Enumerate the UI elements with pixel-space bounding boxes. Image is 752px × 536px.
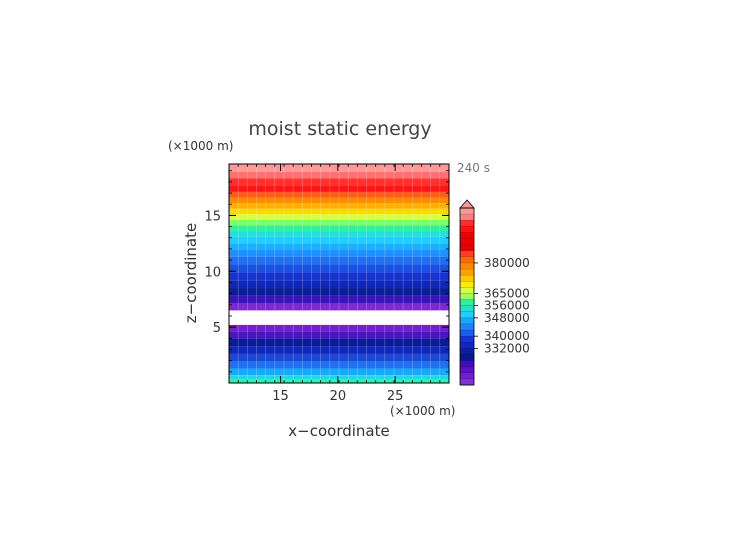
colorbar-cell-0 [460,208,474,215]
x-tick-label-25: 25 [387,389,404,404]
x-axis-label: x−coordinate [288,422,389,440]
contour-band-24 [229,338,449,347]
contour-band-5 [229,197,449,204]
contour-band-12 [229,236,449,244]
contour-band-13 [229,243,449,251]
contour-band-1 [229,171,449,179]
y-axis-label: z−coordinate [182,223,200,323]
contour-band-10 [229,225,449,232]
colorbar-cell-18 [460,317,474,325]
colorbar-cell-26 [460,366,474,374]
contour-band-28 [229,368,449,376]
colorbar-label-0: 380000 [484,256,530,270]
colorbar-frame [459,207,475,386]
colorbar-cell-20 [460,330,474,337]
contour-band-14 [229,250,449,257]
colorbar-cell-7 [460,250,474,258]
x-unit-label: (×1000 m) [390,404,455,418]
colorbar-cell-8 [460,256,474,264]
contour-band-20 [229,295,449,304]
contour-band-7 [229,208,449,215]
colorbar-cell-11 [460,275,474,282]
contour-band-19 [229,288,449,296]
colorbar-cell-16 [460,305,474,313]
contour-band-29 [229,375,449,380]
contour-band-6 [229,203,449,209]
colorbar-cell-15 [460,299,474,306]
colorbar-cell-27 [460,372,474,380]
colorbar-cell-25 [460,360,474,367]
contour-band-22 [229,324,449,332]
colorbar-cell-4 [460,232,474,239]
colorbar-cell-9 [460,262,474,270]
colorbar-cell-13 [460,287,474,294]
colorbar-label-1: 365000 [484,286,530,300]
y-tick-label-15: 15 [204,209,221,224]
colorbar-cell-10 [460,269,474,276]
colorbar-cell-23 [460,348,474,355]
contour-band-26 [229,353,449,362]
colorbar [459,199,475,386]
contour-band-9 [229,219,449,226]
colorbar-cell-17 [460,311,474,319]
y-tick-label-10: 10 [204,265,221,280]
y-unit-label: (×1000 m) [168,139,233,153]
colorbar-cell-28 [460,378,474,386]
colorbar-cell-24 [460,354,474,361]
x-tick-label-20: 20 [330,389,347,404]
colorbar-cell-3 [460,226,474,233]
colorbar-cell-14 [460,293,474,300]
colorbar-cell-21 [460,336,474,343]
colorbar-label-4: 340000 [484,329,530,343]
contour-band-2 [229,178,449,186]
x-axis: 15 20 25 [237,164,441,404]
contour-band-4 [229,191,449,198]
y-tick-label-5: 5 [213,321,221,336]
contour-band-15 [229,256,449,265]
colorbar-extend-arrow [459,199,475,209]
contour-band-11 [229,231,449,237]
colorbar-cell-19 [460,323,474,331]
colorbar-cell-22 [460,342,474,349]
colorbar-cell-12 [460,281,474,288]
colorbar-cell-1 [460,214,474,221]
x-tick-label-15: 15 [272,389,289,404]
contour-band-18 [229,280,449,289]
chart-title: moist static energy [248,118,431,140]
time-label: 240 s [457,161,490,175]
contour-band-3 [229,185,449,192]
colorbar-label-3: 348000 [484,311,530,325]
colorbar-label-2: 356000 [484,299,530,313]
colorbar-cell-5 [460,238,474,245]
y-axis: 5 10 15 [204,170,449,373]
contour-band-17 [229,272,449,281]
contour-band-25 [229,346,449,354]
contour-band-23 [229,331,449,339]
colorbar-label-5: 332000 [484,341,530,355]
contour-band-16 [229,264,449,273]
contour-band-0 [229,164,449,172]
contour-band-8 [229,214,449,220]
colorbar-cell-2 [460,220,474,227]
contour-band-27 [229,361,449,369]
contour-band-21 [229,303,449,311]
colorbar-cell-6 [460,244,474,252]
field-gridlines [237,164,441,383]
